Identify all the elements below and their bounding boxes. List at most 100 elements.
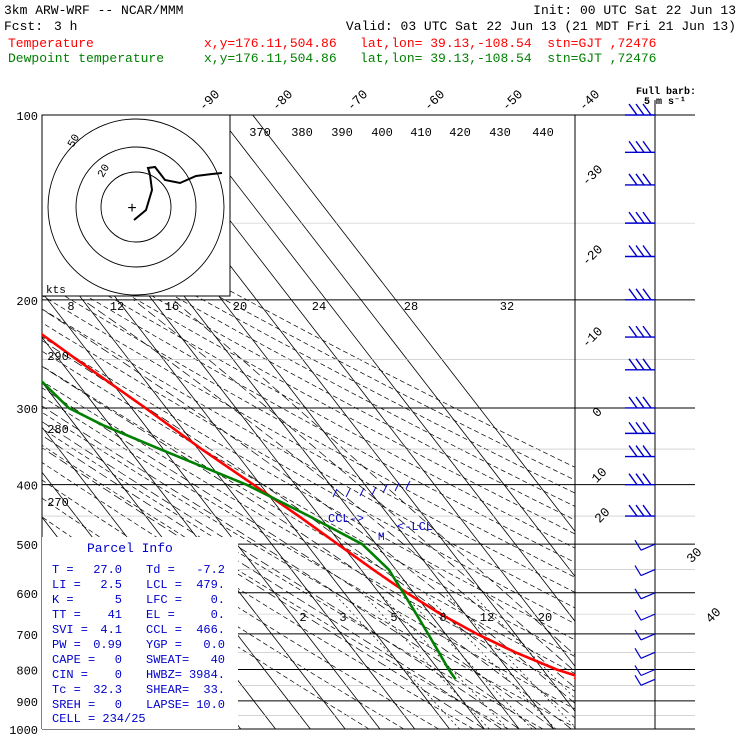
wind-barb-flag — [642, 288, 652, 301]
theta-label: 380 — [291, 126, 313, 140]
parcel-info-cell: LCL = — [146, 578, 182, 592]
parcel-info-cell: 32.3 — [93, 683, 122, 697]
parcel-info-cell: LI = — [52, 578, 81, 592]
wind-barb-shaft — [640, 678, 656, 686]
wind-barb-flag — [628, 504, 638, 517]
wind-barb-flag — [642, 396, 652, 409]
wind-barb-flag — [642, 325, 652, 338]
mixing-ratio-line — [378, 592, 508, 729]
wind-barb-flag — [628, 288, 638, 301]
parcel-info-cell: HWBZ= — [146, 668, 182, 682]
wind-barb-flag — [635, 358, 645, 371]
parcel-tick — [345, 488, 351, 498]
wind-barb — [634, 609, 656, 621]
wind-barb — [625, 445, 655, 458]
parcel-info-cell: 0. — [211, 608, 225, 622]
hodograph-ring — [75, 146, 197, 268]
isotherm-side-label: -30 — [579, 162, 606, 189]
wind-barb — [625, 421, 655, 435]
parcel-info-cell: -7.2 — [196, 563, 225, 577]
wind-barb-flag — [642, 473, 652, 486]
isotherm-line — [182, 115, 575, 622]
wind-barb — [625, 288, 655, 301]
init-time: Init: 00 UTC Sat 22 Jun 13 — [533, 3, 736, 18]
theta-label: 370 — [249, 126, 271, 140]
parcel-info-cell: EL = — [146, 608, 175, 622]
parcel-info-cell: SHEAR= — [146, 683, 189, 697]
parcel-tick — [332, 488, 338, 498]
hodograph-ring-label: 20 — [96, 163, 113, 180]
wind-barb-flag — [635, 288, 645, 301]
parcel-info-cell: 33. — [203, 683, 225, 697]
parcel-marker: M — [378, 532, 385, 544]
wind-barb-shaft — [640, 543, 656, 551]
wind-barb-flag — [628, 211, 638, 224]
isotherm-label: -70 — [344, 87, 371, 114]
wind-barb — [634, 647, 656, 659]
wind-barb-shaft — [640, 633, 656, 641]
wind-barb-flag — [635, 445, 645, 457]
wind-barb-flag — [635, 245, 645, 257]
wind-barb-flag — [628, 173, 638, 186]
theta-label: 400 — [371, 126, 393, 140]
parcel-info-cell: 0 — [115, 668, 122, 682]
pressure-tick-label: 600 — [16, 588, 38, 602]
ccl-annotation: CCL-> — [328, 512, 364, 526]
parcel-info-cell: SREH = — [52, 698, 95, 712]
wind-barb-flag — [642, 421, 652, 434]
hodograph: +50 20 kts — [41, 114, 231, 297]
wind-barb — [625, 245, 655, 258]
wind-barb-flag — [635, 473, 645, 486]
wind-barb-flag — [635, 396, 645, 409]
parcel-info-cell: CAPE = — [52, 653, 95, 667]
wind-barb — [634, 629, 656, 641]
parcel-info-cell: 0. — [211, 593, 225, 607]
wind-barb — [625, 103, 655, 116]
wind-barb-flag — [634, 629, 642, 641]
wind-barb-flag — [635, 504, 645, 517]
parcel-tick — [359, 487, 365, 497]
pressure-tick-label: 100 — [16, 110, 38, 124]
wind-barb-shaft — [640, 651, 656, 659]
wind-barb — [625, 504, 655, 517]
parcel-info-cell: TT = — [52, 608, 81, 622]
wind-barb-shaft — [640, 592, 656, 600]
parcel-info-cell: T = — [52, 563, 74, 577]
wind-barb-flag — [635, 211, 645, 224]
mixing-speed-label: 16 — [165, 300, 179, 314]
mixing-speed-label: 20 — [233, 300, 247, 314]
isotherm-label: -80 — [269, 87, 296, 114]
pressure-tick-label: 500 — [16, 539, 38, 553]
mixing-ratio-line — [333, 592, 460, 729]
barb-key-value: 5 m s⁻¹ — [644, 97, 686, 108]
parcel-info-cell: 0.0 — [203, 638, 225, 652]
isotherm-side-label: -10 — [579, 324, 606, 351]
parcel-info-cell: LAPSE= — [146, 698, 189, 712]
parcel-info-cell: SVI = — [52, 623, 88, 637]
parcel-info-cell: 0 — [115, 698, 122, 712]
profiles — [42, 332, 575, 681]
parcel-info-cell: Tc = — [52, 683, 81, 697]
parcel-info-rows: T = 27.0 Td = -7.2 LI = 2.5 LCL = 479. K = 5 LFC =… — [52, 563, 225, 712]
parcel-info-cell: YGP = — [146, 638, 182, 652]
wind-barb-flag — [634, 588, 642, 600]
pressure-tick-label: 900 — [16, 696, 38, 710]
isotherm-side-label: 10 — [589, 465, 611, 487]
hodograph-ring — [100, 171, 172, 243]
parcel-info-cell: 40 — [211, 653, 225, 667]
wind-barb — [625, 473, 655, 486]
lcl-annotation: <-LCL — [397, 520, 433, 534]
temperature-label: Temperature — [8, 36, 94, 51]
parcel-info-cell: 4.1 — [100, 623, 122, 637]
wind-barb — [625, 211, 655, 224]
isotherm-side-label: -20 — [579, 242, 606, 269]
forecast-label: Fcst: — [4, 19, 43, 34]
pressure-tick-label: 800 — [16, 664, 38, 678]
mixing-ratio-label: 5 — [390, 611, 397, 625]
wind-barb — [634, 665, 656, 677]
isotherm-side-label: 0 — [589, 404, 605, 420]
mixing-ratio-line — [424, 592, 556, 729]
parcel-info-cell: K = — [52, 593, 74, 607]
wind-barb-flag — [642, 173, 652, 186]
